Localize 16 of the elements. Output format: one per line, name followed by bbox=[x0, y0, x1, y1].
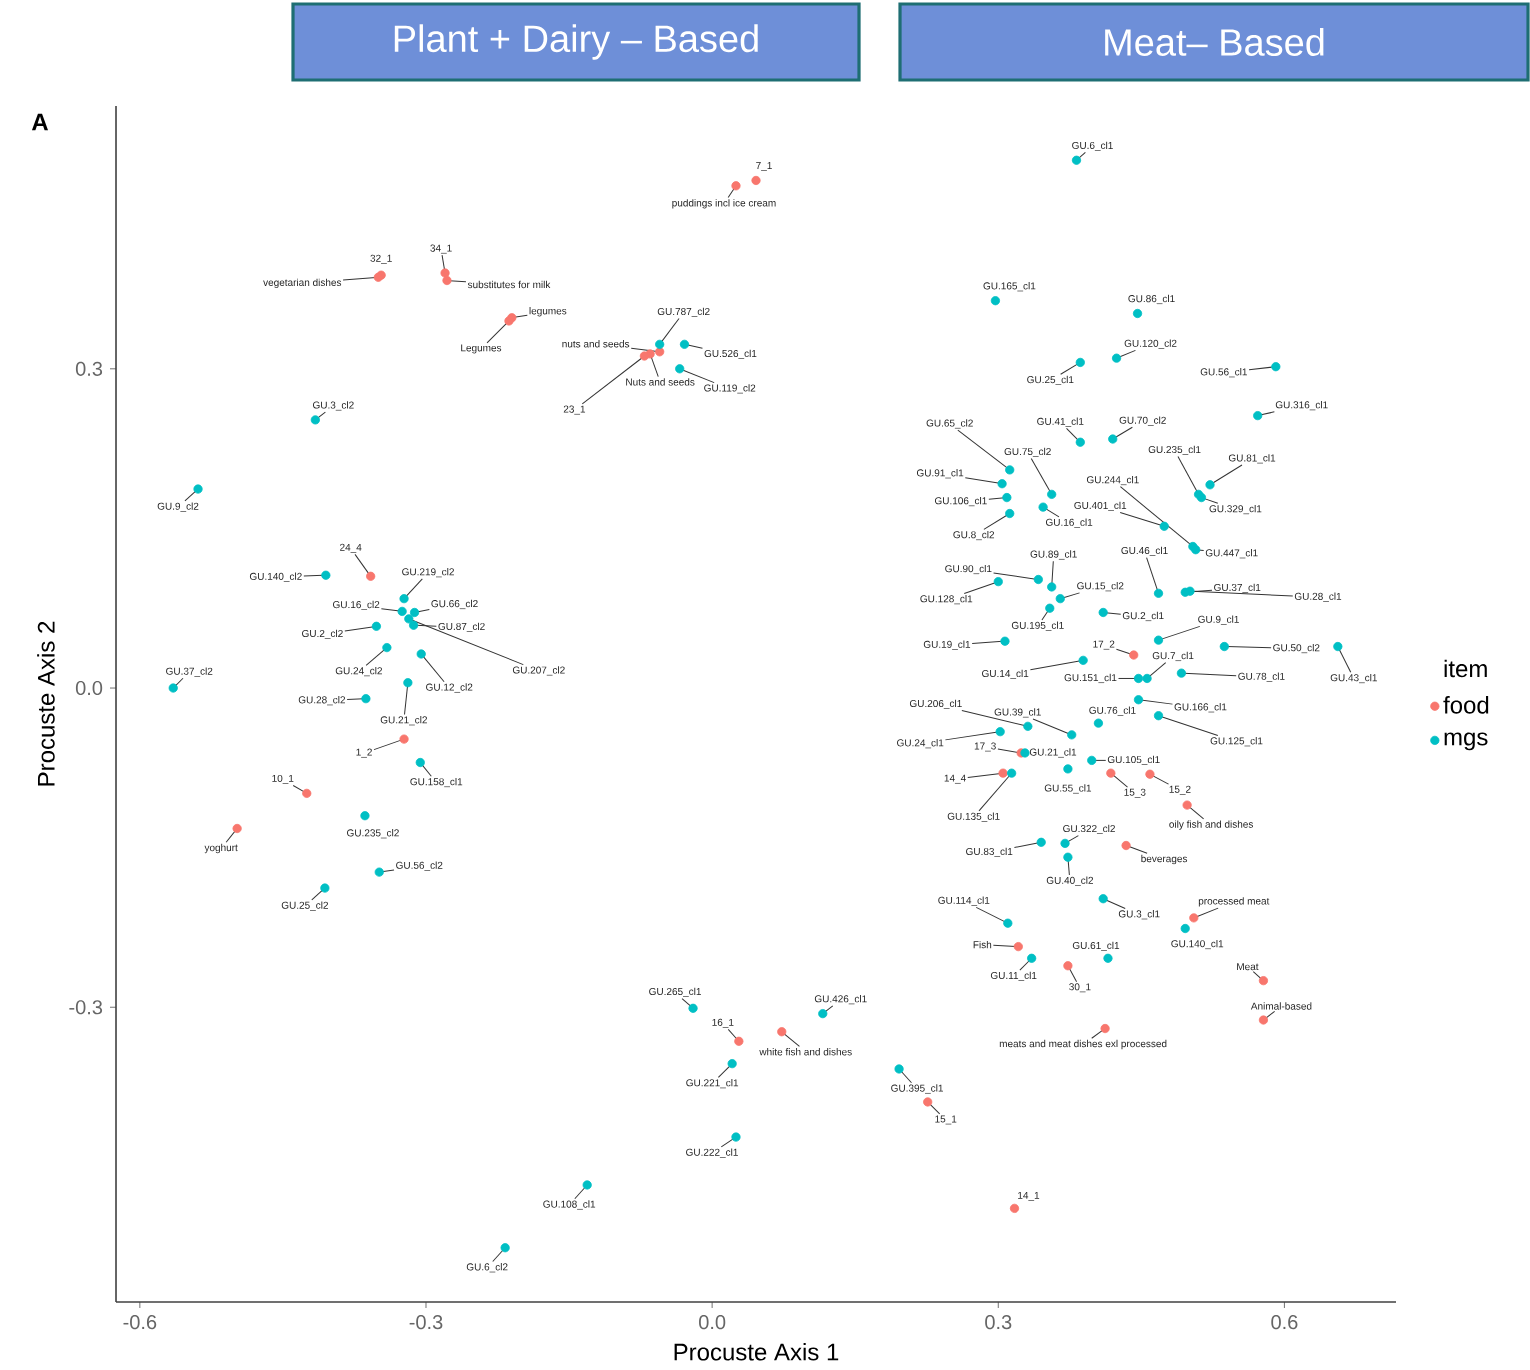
text: Plant + Dairy – Based bbox=[394, 24, 758, 60]
text: A bbox=[31, 113, 49, 131]
x-tick-label: -0.6 bbox=[123, 1315, 157, 1330]
x-tick-label: -0.3 bbox=[409, 1315, 443, 1330]
x-axis-title: Procuste Axis 1 bbox=[674, 1342, 839, 1361]
y-tick-label: -0.3 bbox=[69, 1000, 103, 1015]
x-tick-label: 0.6 bbox=[1271, 1315, 1298, 1330]
y-tick-label: 0.3 bbox=[75, 361, 103, 376]
legend-label: food bbox=[1443, 696, 1489, 714]
legend-title: item bbox=[1444, 659, 1487, 678]
text: Meat– Based bbox=[1105, 28, 1324, 56]
x-tick-label: 0.3 bbox=[985, 1315, 1012, 1330]
y-tick-label: 0.0 bbox=[75, 680, 103, 696]
x-tick-label: 0.0 bbox=[699, 1315, 726, 1330]
y-axis-title: Procuste Axis 2 bbox=[37, 621, 55, 786]
legend-label: mgs bbox=[1444, 732, 1488, 751]
